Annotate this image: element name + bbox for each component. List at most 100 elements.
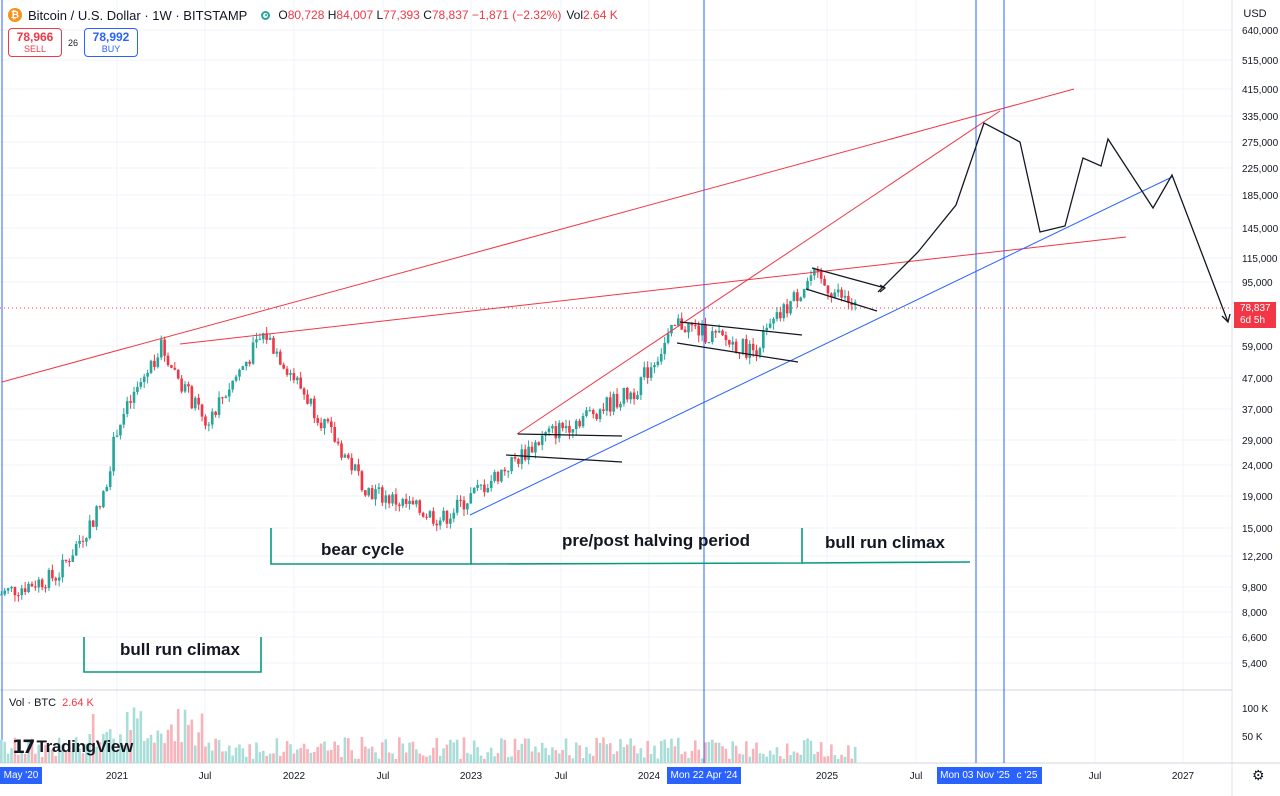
candle-body (418, 500, 422, 513)
volume-bar (506, 757, 510, 763)
currency-selector[interactable]: USD (1243, 8, 1267, 20)
bar-countdown: 6d 5h (1240, 315, 1266, 326)
volume-bar (27, 741, 30, 763)
flag-2025-bottom[interactable] (805, 288, 878, 312)
candle-body (353, 464, 357, 471)
volume-pane-legend[interactable]: Vol · BTC 2.64 K (9, 697, 94, 709)
volume-bar (173, 741, 177, 763)
date-badge-start: May '20 (0, 767, 42, 784)
candle-body (231, 380, 234, 390)
volume-bar (537, 752, 541, 763)
volume-bar (819, 742, 823, 763)
candle-body (238, 369, 241, 377)
time-axis[interactable]: 2021 Jul 2022 Jul 2023 Jul 2024 2025 Jul Jul 2027 (106, 771, 1195, 782)
volume-bar (694, 740, 697, 763)
volume-bar (394, 758, 398, 763)
candle-body (748, 343, 752, 358)
volume-bar (295, 749, 299, 763)
volume-bar (830, 744, 833, 763)
candle-body (221, 397, 224, 399)
volume-bar (44, 744, 47, 763)
price-tick-label: 6,600 (1242, 633, 1267, 644)
flag-2023-top[interactable] (517, 433, 623, 437)
bracket-bear-cycle (270, 528, 472, 565)
flag-2024-top[interactable] (679, 321, 803, 336)
volume-bar (377, 758, 381, 763)
volume-bar (193, 745, 197, 763)
volume-bar (656, 758, 660, 763)
price-tick-label: 5,400 (1242, 659, 1267, 670)
volume-bar (146, 738, 149, 763)
candle-body (557, 422, 561, 439)
red-lower-channel-line[interactable] (179, 236, 1127, 345)
candle-body (183, 384, 187, 392)
volume-bar (261, 750, 265, 763)
blue-support-trendline[interactable] (469, 176, 1173, 516)
candle-body (615, 393, 619, 408)
volume-bar (323, 741, 326, 763)
volume-bar (551, 747, 554, 763)
candle-body (659, 353, 663, 362)
volume-bar (68, 742, 71, 763)
candle-body (806, 280, 809, 290)
market-status-icon[interactable] (261, 10, 271, 20)
symbol-legend[interactable]: ₿ Bitcoin / U.S. Dollar · 1W · BITSTAMP … (8, 6, 618, 24)
volume-bar (496, 753, 500, 763)
candle-body (282, 364, 285, 369)
candle-body (819, 271, 823, 279)
volume-bar (782, 758, 786, 763)
sell-button[interactable]: 78,966 SELL (8, 28, 62, 57)
price-axis[interactable]: 640,000 515,000 415,000 335,000 275,000 225,0… (1242, 26, 1279, 670)
flag-2024-bottom[interactable] (676, 342, 799, 363)
candle-body (799, 297, 803, 302)
candle-body (775, 312, 779, 319)
candle-body (605, 397, 609, 411)
volume-bar (330, 749, 333, 763)
settings-gear-icon[interactable]: ⚙ (1252, 767, 1265, 783)
red-upper-channel-line[interactable] (1, 88, 1075, 383)
candle-body (649, 367, 653, 378)
flag-2023-bottom[interactable] (505, 454, 623, 463)
candle-body (745, 339, 748, 358)
volume-bar (775, 747, 779, 763)
volume-bar (479, 755, 483, 763)
volume-bar (129, 729, 132, 763)
volume-bar (823, 756, 826, 763)
volume-bar (751, 748, 755, 763)
volume-axis: 100 K 50 K (1242, 704, 1268, 743)
volume-bar (741, 754, 745, 763)
volume-bar (772, 754, 775, 763)
volume-bar (530, 751, 534, 763)
volume-bar (190, 719, 194, 763)
volume-bar (591, 755, 595, 763)
tradingview-logo[interactable]: 17 TradingView (12, 736, 133, 758)
cycle-brackets (83, 528, 971, 673)
volume-bar (557, 753, 561, 763)
volume-bar (666, 747, 670, 763)
red-steep-trendline[interactable] (516, 110, 1001, 435)
price-tick-label: 12,200 (1242, 552, 1273, 563)
price-projection-path[interactable] (877, 122, 1229, 323)
candle-body (602, 409, 605, 411)
candle-body (452, 512, 456, 519)
candle-body (40, 579, 44, 588)
candle-body (574, 420, 578, 430)
volume-bar (40, 757, 44, 763)
candle-body (0, 594, 3, 596)
volume-bar (34, 753, 37, 763)
volume-bar (435, 738, 439, 763)
price-tick-label: 29,000 (1242, 436, 1273, 447)
volume-bar (23, 753, 27, 763)
candle-body (85, 538, 88, 542)
label-halving-period: pre/post halving period (562, 531, 750, 550)
volume-bar (466, 752, 469, 763)
volume-bar (785, 743, 789, 763)
candle-body (119, 424, 122, 436)
symbol-title[interactable]: Bitcoin / U.S. Dollar · 1W · BITSTAMP (28, 7, 248, 23)
buy-button[interactable]: 78,992 BUY (84, 28, 139, 57)
flag-2025-top[interactable] (811, 267, 886, 289)
candle-body (758, 348, 762, 355)
candle-body (530, 446, 534, 453)
volume-bar (765, 756, 769, 763)
